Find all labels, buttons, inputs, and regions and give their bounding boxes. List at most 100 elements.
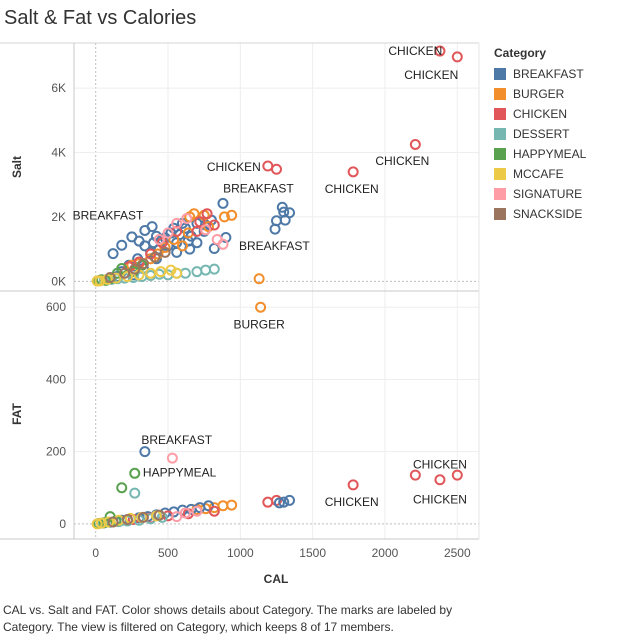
data-point [217,197,229,209]
y-tick-label: 600 [46,300,66,314]
y-tick-label: 0 [59,517,66,531]
y-axis-label-fat: FAT [10,402,24,424]
data-point [107,248,119,260]
data-point [91,518,103,530]
data-point [145,267,157,279]
y-axis-label-salt: Salt [10,156,24,178]
data-point [200,224,212,236]
data-point [155,266,167,278]
y-tick-label: 6K [51,81,66,95]
y-tick-label: 2K [51,210,66,224]
legend-item[interactable]: BREAKFAST [494,64,586,84]
data-point [276,201,288,213]
data-point [218,211,230,223]
data-point [107,516,119,528]
data-point [156,237,168,249]
legend-item[interactable]: SIGNATURE [494,184,586,204]
data-point [171,246,183,258]
data-point [153,509,165,521]
caption: CAL vs. Salt and FAT. Color shows detail… [3,603,453,634]
data-point [152,248,164,260]
mark-label: BREAKFAST [141,433,212,447]
data-point [255,301,267,313]
legend-label: SNACKSIDE [513,207,583,221]
data-point [200,264,212,276]
legend-swatch [494,128,506,140]
x-tick-label: 2000 [372,546,399,560]
data-point [119,267,131,279]
data-point [139,240,151,252]
y-tick-label: 0K [51,274,66,288]
data-point [262,496,274,508]
data-point [122,514,134,526]
mark-label: BREAKFAST [239,239,310,253]
legend-label: DESSERT [513,127,570,141]
data-point [137,511,149,523]
data-point [179,507,191,519]
x-tick-label: 500 [158,546,178,560]
data-point [208,505,220,517]
mark-label: CHICKEN [325,495,379,509]
data-point [104,271,116,283]
data-point [191,505,203,517]
data-point [171,217,183,229]
mark-label: CHICKEN [404,68,458,82]
data-point [166,452,178,464]
y-tick-label: 4K [51,146,66,160]
data-point [181,213,193,225]
data-point [153,233,165,245]
data-point [226,209,238,221]
data-point [208,219,220,231]
x-tick-label: 1000 [227,546,254,560]
data-point [253,273,265,285]
x-axis-label: CAL [264,572,289,586]
legend-label: MCCAFE [513,167,564,181]
y-tick-label: 400 [46,372,66,386]
data-point [137,258,149,270]
grid-layer [74,43,479,539]
data-point [133,235,145,247]
data-point [409,138,421,150]
legend-label: BREAKFAST [513,67,584,81]
data-point [129,487,141,499]
mark-label: BREAKFAST [223,181,294,195]
data-point [122,271,134,283]
frame-layer [0,42,480,540]
legend-item[interactable]: HAPPYMEAL [494,144,586,164]
y-tick-label: 200 [46,445,66,459]
mark-label: CHICKEN [388,44,442,58]
data-point [194,216,206,228]
mark-label: CHICKEN [207,160,261,174]
data-point [191,266,203,278]
data-point [409,469,421,481]
legend-label: HAPPYMEAL [513,147,587,161]
data-point [208,242,220,254]
legend-swatch [494,188,506,200]
legend-items: BREAKFAST BURGER CHICKEN DESSERT HAPPYMEAL MC… [494,64,586,224]
chart-title: Salt & Fat vs Calories [4,7,197,29]
data-point [347,479,359,491]
legend-label: SIGNATURE [513,187,583,201]
data-point [129,467,141,479]
x-tick-label: 1500 [299,546,326,560]
legend-item[interactable]: SNACKSIDE [494,204,586,224]
legend-title: Category [494,46,547,60]
data-point [201,208,213,220]
legend-item[interactable]: BURGER [494,84,586,104]
mark-label: CHICKEN [413,457,467,471]
data-point [217,500,229,512]
point-layer [91,45,463,530]
data-point [434,474,446,486]
data-point [203,221,215,233]
data-point [273,497,285,509]
legend-item[interactable]: CHICKEN [494,104,586,124]
data-point [139,446,151,458]
data-point [171,267,183,279]
data-point [226,499,238,511]
legend-item[interactable]: MCCAFE [494,164,586,184]
mark-label: CHICKEN [413,492,467,506]
legend-label: CHICKEN [513,107,568,121]
legend-label: BURGER [513,87,565,101]
legend-item[interactable]: DESSERT [494,124,586,144]
legend: Category BREAKFAST BURGER CHICKEN DESSERT HA… [494,46,586,224]
